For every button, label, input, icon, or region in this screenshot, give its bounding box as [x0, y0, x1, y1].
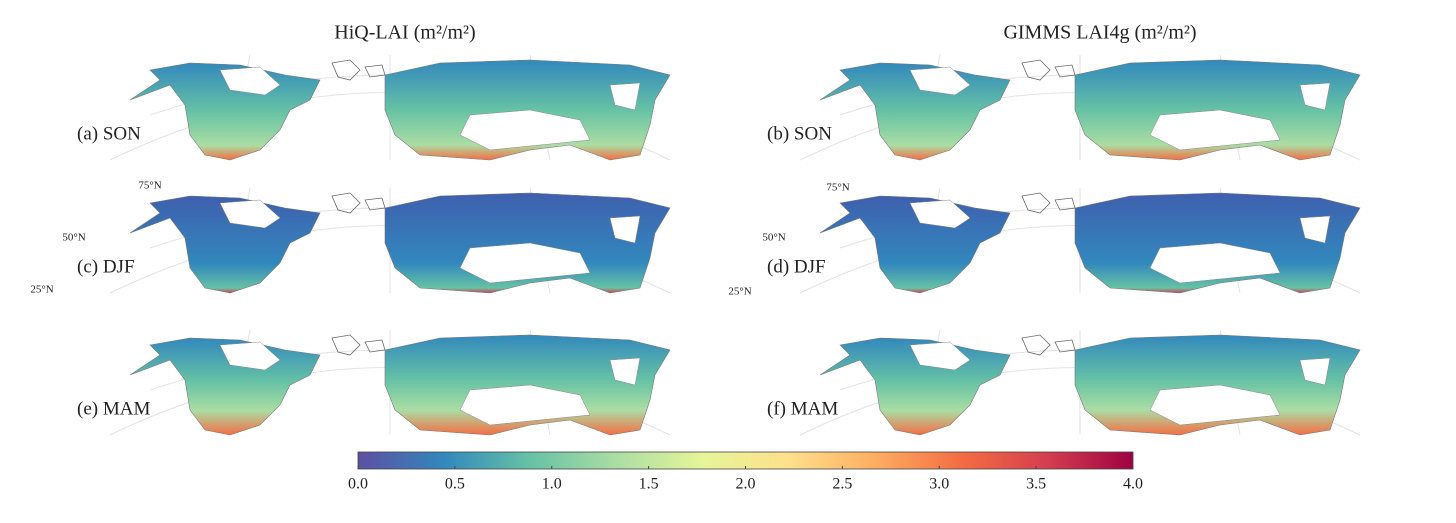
colorbar-tick-label: 2.0	[736, 476, 756, 493]
panel-label: (e) MAM	[77, 398, 150, 419]
colorbar-tick-label: 1.5	[639, 476, 659, 493]
panel-label: (a) SON	[77, 123, 141, 144]
map	[799, 54, 1361, 161]
colorbar-tick-label: 0.5	[445, 476, 465, 493]
map-panel: (a) SON	[77, 54, 671, 161]
map	[799, 187, 1361, 294]
map-panel: (c) DJF	[77, 187, 671, 294]
colorbar-tick-label: 1.0	[542, 476, 562, 493]
panel-label: (b) SON	[767, 123, 832, 144]
map	[109, 187, 671, 294]
colorbar-tick-label: 2.5	[832, 476, 852, 493]
panel-label: (d) DJF	[767, 256, 826, 277]
map-panel: (e) MAM	[77, 329, 671, 436]
lat-label: 75°N	[138, 180, 161, 192]
column-title: HiQ-LAI (m²/m²)	[334, 22, 475, 44]
colorbar-tick-label: 0.0	[348, 476, 368, 493]
lat-label: 75°N	[826, 182, 849, 194]
map-panel: (f) MAM	[767, 329, 1361, 436]
map	[109, 329, 671, 436]
lat-label: 25°N	[728, 286, 751, 298]
panel-label: (c) DJF	[77, 256, 135, 277]
lat-label: 50°N	[62, 232, 85, 244]
map	[799, 329, 1361, 436]
colorbar-tick-label: 3.5	[1026, 476, 1046, 493]
lat-label: 50°N	[762, 232, 785, 244]
colorbar-tick-label: 4.0	[1123, 476, 1143, 493]
map	[109, 54, 671, 161]
panel-label: (f) MAM	[767, 398, 838, 419]
map-panel: (d) DJF	[767, 187, 1361, 294]
column-title: GIMMS LAI4g (m²/m²)	[1003, 22, 1196, 44]
lat-label: 25°N	[30, 284, 53, 296]
colorbar-tick-label: 3.0	[929, 476, 949, 493]
map-panel: (b) SON	[767, 54, 1361, 161]
